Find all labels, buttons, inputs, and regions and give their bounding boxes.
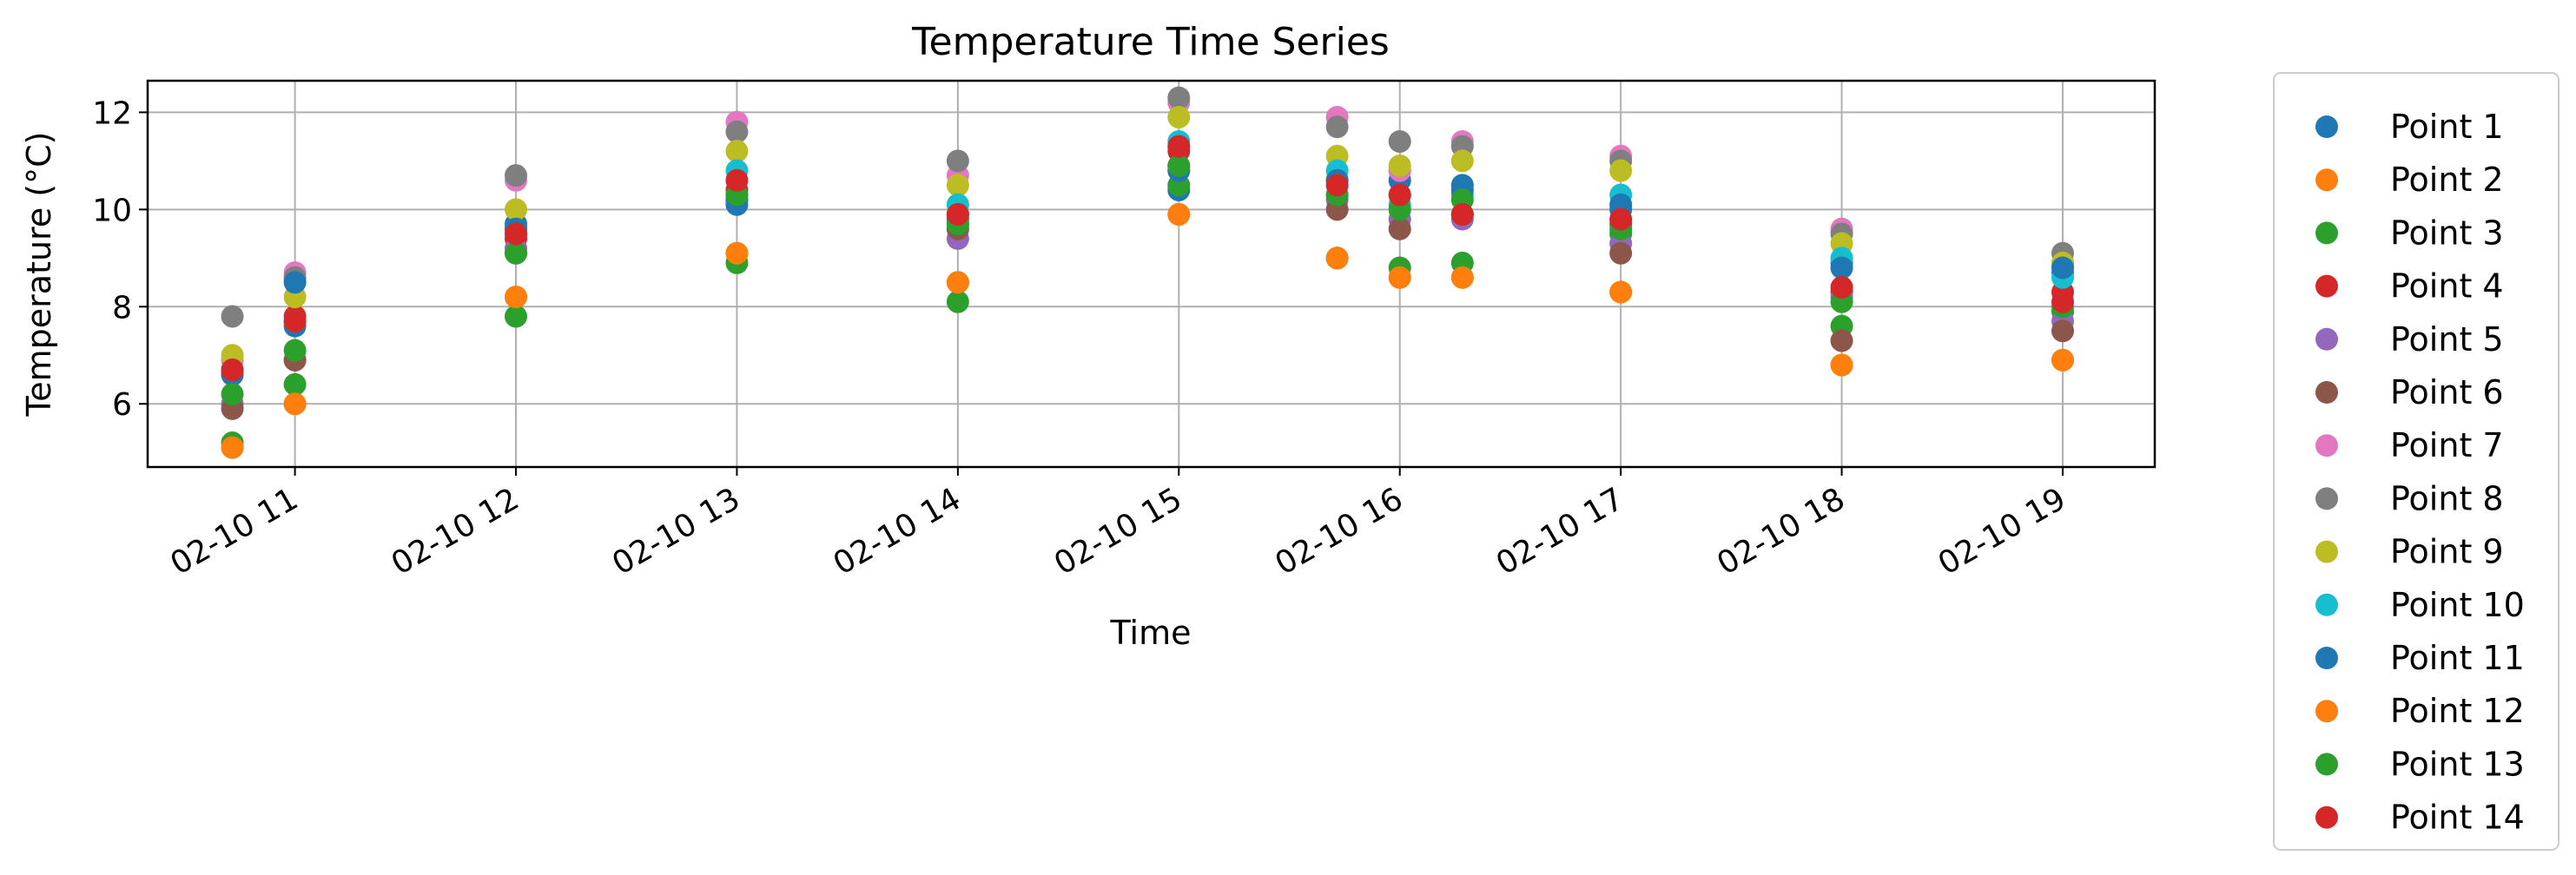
- data-point: [505, 305, 528, 328]
- legend-label: Point 4: [2390, 267, 2504, 306]
- x-axis-label: Time: [1110, 614, 1192, 652]
- data-point: [1609, 159, 1633, 182]
- data-point: [221, 359, 244, 382]
- data-point: [1325, 174, 1349, 197]
- legend-marker: [2315, 487, 2338, 510]
- data-point: [221, 305, 244, 328]
- data-point: [1830, 256, 1853, 280]
- data-point: [1388, 266, 1411, 289]
- data-point: [283, 310, 307, 333]
- chart-title: Temperature Time Series: [911, 20, 1390, 64]
- legend-label: Point 12: [2390, 692, 2525, 730]
- data-point: [505, 222, 528, 246]
- data-points: [221, 86, 2074, 459]
- data-point: [725, 140, 749, 163]
- data-point: [946, 174, 969, 197]
- data-point: [1609, 241, 1633, 265]
- data-point: [1388, 217, 1411, 240]
- legend-label: Point 5: [2390, 320, 2504, 359]
- legend-marker: [2315, 753, 2338, 776]
- data-point: [1325, 115, 1349, 139]
- data-point: [2051, 290, 2074, 313]
- data-point: [946, 149, 969, 173]
- legend-label: Point 13: [2390, 745, 2525, 783]
- data-point: [283, 392, 307, 416]
- data-point: [1167, 202, 1191, 226]
- data-point: [1609, 280, 1633, 304]
- legend-marker: [2315, 168, 2338, 192]
- legend: Point 1 Point 2 Point 3 Point 4 Point 5 Point…: [2273, 72, 2559, 851]
- data-point: [1388, 183, 1411, 207]
- data-point: [2051, 256, 2074, 280]
- data-point: [2051, 319, 2074, 343]
- legend-marker: [2315, 327, 2338, 351]
- series-point-14: [221, 135, 2074, 382]
- data-point: [1325, 247, 1349, 270]
- data-point: [1830, 353, 1853, 377]
- data-point: [1167, 86, 1191, 109]
- data-point: [946, 271, 969, 294]
- y-axis-label: Temperature (°C): [20, 132, 58, 418]
- legend-marker: [2315, 434, 2338, 457]
- series-point-12: [221, 202, 2074, 459]
- legend-label: Point 11: [2390, 639, 2525, 677]
- legend-label: Point 6: [2390, 373, 2504, 411]
- y-tick-label: 12: [92, 95, 132, 131]
- data-point: [2051, 348, 2074, 372]
- data-point: [221, 383, 244, 406]
- data-point: [1167, 105, 1191, 128]
- legend-marker: [2315, 540, 2338, 563]
- data-point: [505, 198, 528, 221]
- legend-label: Point 3: [2390, 214, 2504, 252]
- legend-marker: [2315, 115, 2338, 138]
- data-point: [283, 372, 307, 396]
- y-tick-label: 10: [92, 193, 132, 228]
- data-point: [1388, 129, 1411, 153]
- legend-label: Point 7: [2390, 426, 2504, 464]
- data-point: [283, 271, 307, 294]
- data-point: [946, 202, 969, 226]
- data-point: [725, 120, 749, 143]
- data-point: [1830, 275, 1853, 299]
- plot-area: [148, 81, 2155, 467]
- data-point: [221, 436, 244, 459]
- legend-marker: [2315, 806, 2338, 829]
- data-point: [1167, 154, 1191, 177]
- legend-marker: [2315, 593, 2338, 616]
- data-point: [505, 241, 528, 265]
- data-point: [505, 286, 528, 309]
- legend-marker: [2315, 274, 2338, 298]
- data-point: [946, 290, 969, 313]
- legend-marker: [2315, 221, 2338, 245]
- data-point: [725, 241, 749, 265]
- data-point: [1388, 154, 1411, 177]
- y-tick-label: 8: [112, 290, 132, 326]
- legend-label: Point 2: [2390, 161, 2504, 199]
- data-point: [1450, 266, 1474, 289]
- data-point: [1167, 135, 1191, 158]
- legend-frame: [2273, 72, 2559, 851]
- data-point: [1609, 207, 1633, 231]
- legend-label: Point 9: [2390, 533, 2504, 571]
- legend-label: Point 8: [2390, 479, 2504, 517]
- legend-label: Point 1: [2390, 108, 2504, 146]
- legend-marker: [2315, 381, 2338, 404]
- data-point: [505, 164, 528, 188]
- data-point: [1450, 149, 1474, 173]
- plot-frame: [146, 79, 2157, 469]
- data-point: [283, 339, 307, 362]
- y-tick-label: 6: [112, 387, 132, 423]
- data-point: [1830, 329, 1853, 352]
- legend-label: Point 14: [2390, 799, 2525, 837]
- data-point: [725, 168, 749, 192]
- legend-label: Point 10: [2390, 586, 2525, 624]
- legend-marker: [2315, 647, 2338, 669]
- legend-marker: [2315, 700, 2338, 723]
- data-point: [1450, 202, 1474, 226]
